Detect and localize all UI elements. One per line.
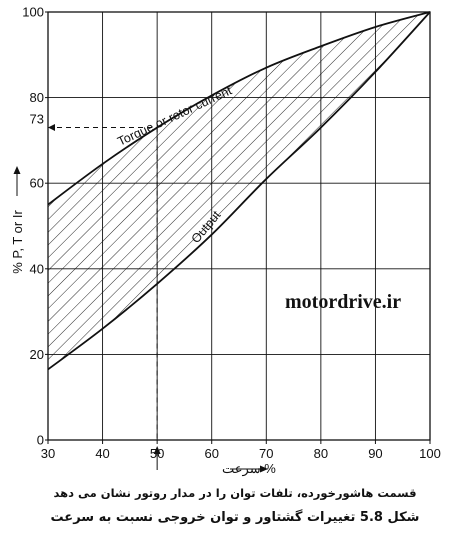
- caption-note: قسمت هاشورخورده، تلفات توان را در مدار ر…: [53, 486, 417, 500]
- y-tick-label-60: 60: [30, 176, 44, 191]
- speed-marker-arrow: [153, 446, 161, 454]
- y-tick-label-0: 0: [37, 433, 44, 448]
- y-tick-label-20: 20: [30, 347, 44, 362]
- x-tick-label-100: 100: [419, 446, 441, 461]
- caption-figure: شکل 5.8 تغییرات گشتاور و توان خروجی نسبت…: [50, 510, 420, 525]
- plot-frame: [47, 11, 431, 441]
- x-tick-label-70: 70: [259, 446, 273, 461]
- y-tick-label-40: 40: [30, 261, 44, 276]
- x-tick-label-30: 30: [41, 446, 55, 461]
- x-tick-label-40: 40: [95, 446, 109, 461]
- y-axis-label: % P, T or Ir: [10, 210, 25, 274]
- y-axis-arrow-head: [13, 166, 21, 174]
- y-tick-label-80: 80: [30, 90, 44, 105]
- annotation-73: 73: [30, 112, 44, 127]
- x-tick-label-80: 80: [314, 446, 328, 461]
- y-tick-label-100: 100: [22, 5, 44, 20]
- watermark: motordrive.ir: [285, 291, 401, 313]
- x-tick-label-90: 90: [368, 446, 382, 461]
- output-curve: [47, 11, 431, 371]
- torque-curve: [47, 11, 431, 206]
- x-axis-arrow-head: [260, 465, 268, 473]
- x-tick-label-60: 60: [204, 446, 218, 461]
- guide-arrow-73: [48, 124, 55, 132]
- hatched-loss-region: [48, 12, 430, 370]
